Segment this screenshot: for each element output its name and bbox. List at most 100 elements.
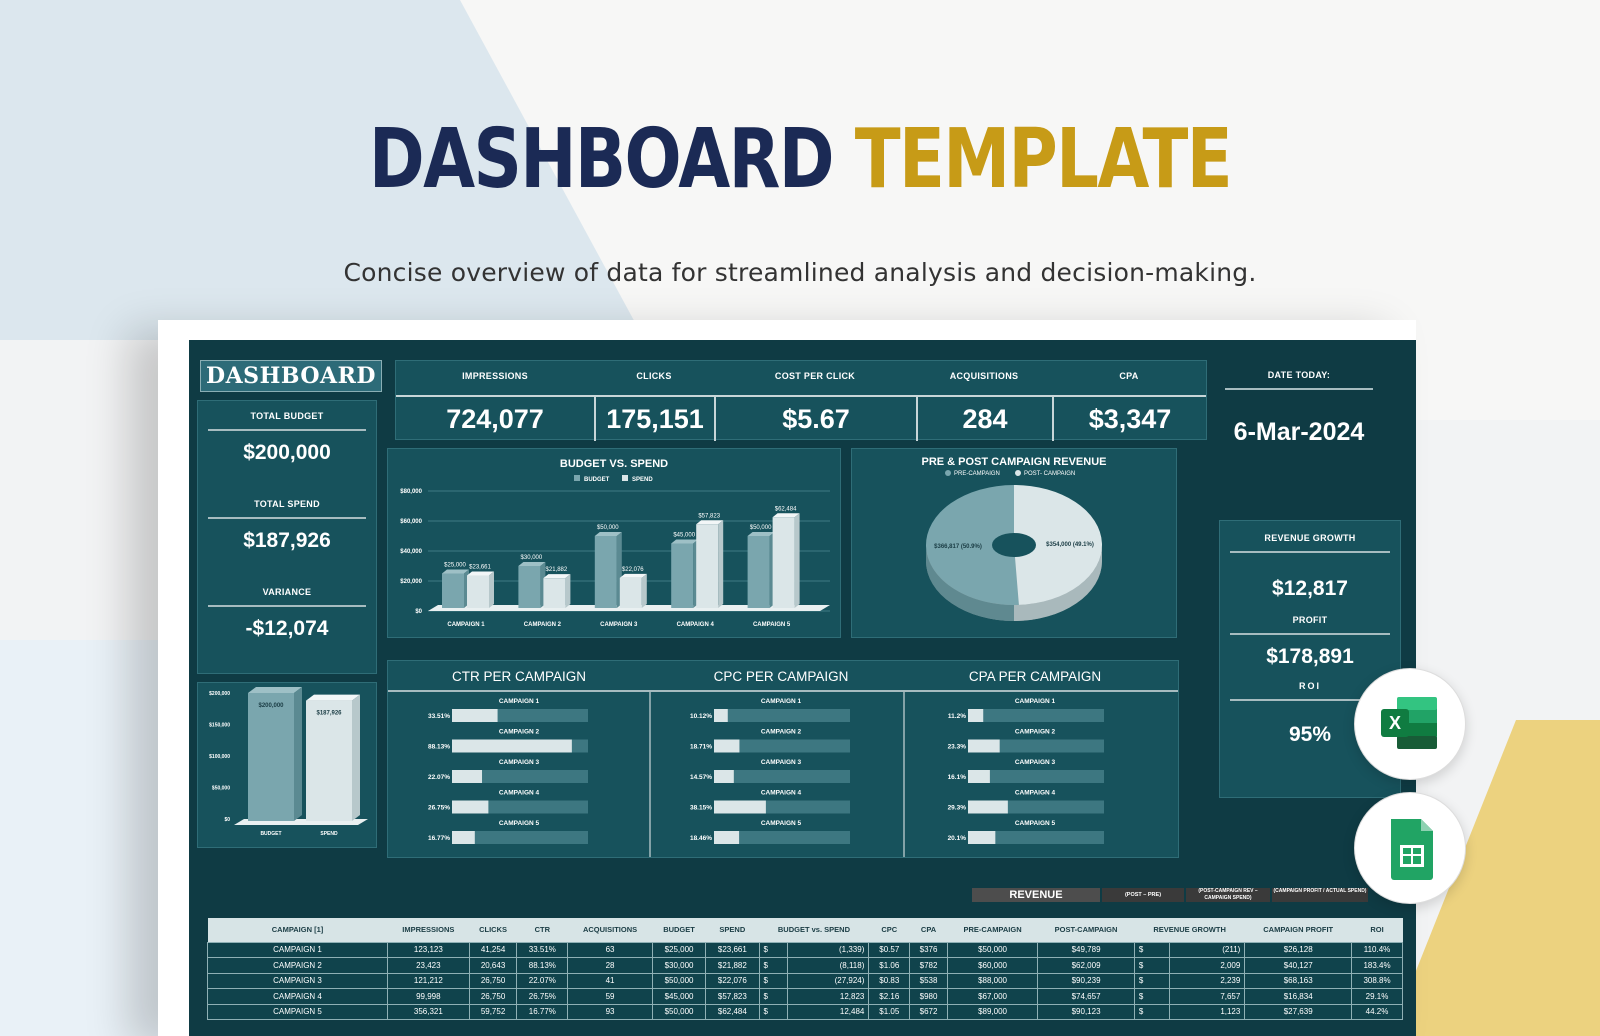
x-tick-label: BUDGET (260, 831, 281, 837)
category-label: CAMPAIGN 4 (499, 790, 540, 797)
bar-side (294, 687, 302, 821)
bar-side (641, 573, 647, 608)
table-cell: CAMPAIGN 3 (207, 972, 388, 989)
table-cell: $62,009 (1037, 957, 1135, 974)
category-label: CAMPAIGN 4 (761, 790, 802, 797)
budget-bar (671, 543, 694, 608)
data-label: $23,661 (469, 565, 491, 571)
table-cell: $980 (909, 988, 948, 1005)
y-tick-label: $200,000 (209, 691, 230, 697)
table-cell: $50,000 (651, 1003, 707, 1020)
data-label: $45,000 (673, 533, 695, 539)
budget-vs-spend-chart: BUDGET VS. SPEND BUDGET SPEND $80,000 $60,00… (400, 458, 830, 628)
category-label: CAMPAIGN 3 (499, 759, 540, 766)
campaign-revenue-chart: PRE & POST CAMPAIGN REVENUE PRE-CAMPAIGN P… (922, 456, 1107, 621)
table-cell: $60,000 (946, 957, 1039, 974)
table-cell: 41 (567, 972, 653, 989)
table-header-cell: CLICKS (469, 918, 517, 942)
table-cell: CAMPAIGN 5 (207, 1003, 388, 1020)
table-header-cell: SPEND (705, 918, 760, 942)
data-label: 88.13% (428, 744, 450, 751)
data-label: $30,000 (521, 555, 543, 561)
y-tick-label: $0 (415, 609, 422, 615)
chart-title: CTR PER CAMPAIGN (452, 669, 586, 684)
pie-hole (992, 533, 1036, 557)
table-header-row: CAMPAIGN [1] IMPRESSIONS CLICKS CTR ACQUISIT… (207, 918, 1403, 942)
google-sheets-app-badge[interactable] (1354, 792, 1466, 904)
profit-value: $178,891 (1266, 645, 1354, 668)
category-label: CAMPAIGN 1 (1015, 698, 1056, 705)
campaign-revenue-panel: PRE & POST CAMPAIGN REVENUE PRE-CAMPAIGN P… (851, 448, 1177, 638)
table-cell: $68,163 (1244, 972, 1353, 989)
table-cell: 356,321 (387, 1003, 470, 1020)
spend-bar (696, 524, 719, 608)
title-part-2: TEMPLATE (854, 112, 1233, 207)
budget-bar (518, 566, 541, 608)
dashboard: DASHBOARD IMPRESSIONS 724,077 CLICKS 175… (189, 340, 1416, 1036)
divider (1230, 551, 1390, 553)
divider (1230, 633, 1390, 635)
table-cell: 22.07% (516, 972, 569, 989)
kpi-label: CLICKS (636, 371, 672, 381)
table-cell: 12,484 (786, 1003, 870, 1020)
excel-app-badge[interactable]: X (1354, 668, 1466, 780)
bar-track (968, 709, 1104, 722)
chart-title: PRE & POST CAMPAIGN REVENUE (922, 456, 1107, 468)
data-label: $21,882 (546, 567, 568, 573)
kpi-label: IMPRESSIONS (462, 371, 528, 381)
category-label: CAMPAIGN 3 (761, 759, 802, 766)
table-row: CAMPAIGN 4 99,998 26,750 26.75% 59 $45,000 $57… (207, 988, 1403, 1005)
budget-bar (594, 536, 617, 608)
spend-bar (467, 575, 489, 608)
data-label: 22.07% (428, 774, 450, 781)
y-tick-label: $150,000 (209, 723, 230, 729)
spend-total-bar (306, 700, 352, 821)
bar-top (594, 532, 622, 536)
table-cell: 23,423 (387, 957, 470, 974)
kpi-value: 724,077 (396, 395, 594, 441)
bar-side (794, 513, 800, 608)
table-cell: 20,643 (468, 957, 518, 974)
table-cell: 26.75% (516, 988, 569, 1005)
data-label: 10.12% (690, 713, 712, 720)
divider (208, 517, 366, 519)
kpi-clicks: CLICKS 175,151 (594, 361, 714, 441)
table-cell: $ (758, 957, 788, 974)
table-cell: $25,000 (651, 941, 707, 958)
data-label: $25,000 (444, 563, 466, 569)
table-cell: CAMPAIGN 4 (207, 988, 388, 1005)
date-label: DATE TODAY: (1267, 370, 1331, 380)
table-cell: $672 (909, 1003, 948, 1020)
bar-track (714, 831, 850, 844)
table-cell: $26,128 (1244, 941, 1353, 958)
bar-top (248, 687, 302, 693)
spend-bar (772, 517, 795, 608)
table-cell: 44.2% (1351, 1003, 1403, 1020)
per-campaign-charts: CTR PER CAMPAIGN CAMPAIGN 1 33.51% CAMPAIGN… (388, 669, 1178, 857)
table-cell: $ (758, 972, 788, 989)
table-cell: $40,127 (1244, 957, 1353, 974)
google-sheets-icon (1391, 819, 1433, 880)
budget-spend-total-chart-panel: $200,000 $150,000 $100,000 $50,000 $0 $200,00… (197, 682, 377, 848)
x-tick-label: CAMPAIGN 2 (524, 622, 562, 628)
table-cell: $0.57 (868, 941, 911, 958)
table-cell: 28 (567, 957, 653, 974)
kpi-label: CPA (1119, 371, 1139, 381)
table-row: CAMPAIGN 2 23,423 20,643 88.13% 28 $30,000 $21… (207, 957, 1403, 974)
svg-text:X: X (1389, 713, 1401, 733)
table-header-cell: ROI (1351, 918, 1403, 942)
table-cell: 1,123 (1168, 1003, 1246, 1020)
data-label: $57,823 (698, 513, 720, 519)
budget-summary-panel: TOTAL BUDGET $200,000 TOTAL SPEND $187,9… (197, 400, 377, 674)
bar-top (306, 694, 360, 701)
x-tick-label: SPEND (320, 831, 338, 837)
kpi-value: 284 (916, 395, 1052, 441)
table-header-cell: BUDGET vs. SPEND (759, 918, 869, 942)
y-tick-label: $40,000 (400, 549, 422, 555)
legend-label: SPEND (632, 477, 653, 483)
data-label: 18.71% (690, 744, 712, 751)
bar-fill (968, 739, 1000, 753)
table-header-cell: IMPRESSIONS (387, 918, 470, 942)
table-cell: $ (1133, 957, 1170, 974)
bar-side (352, 694, 360, 821)
